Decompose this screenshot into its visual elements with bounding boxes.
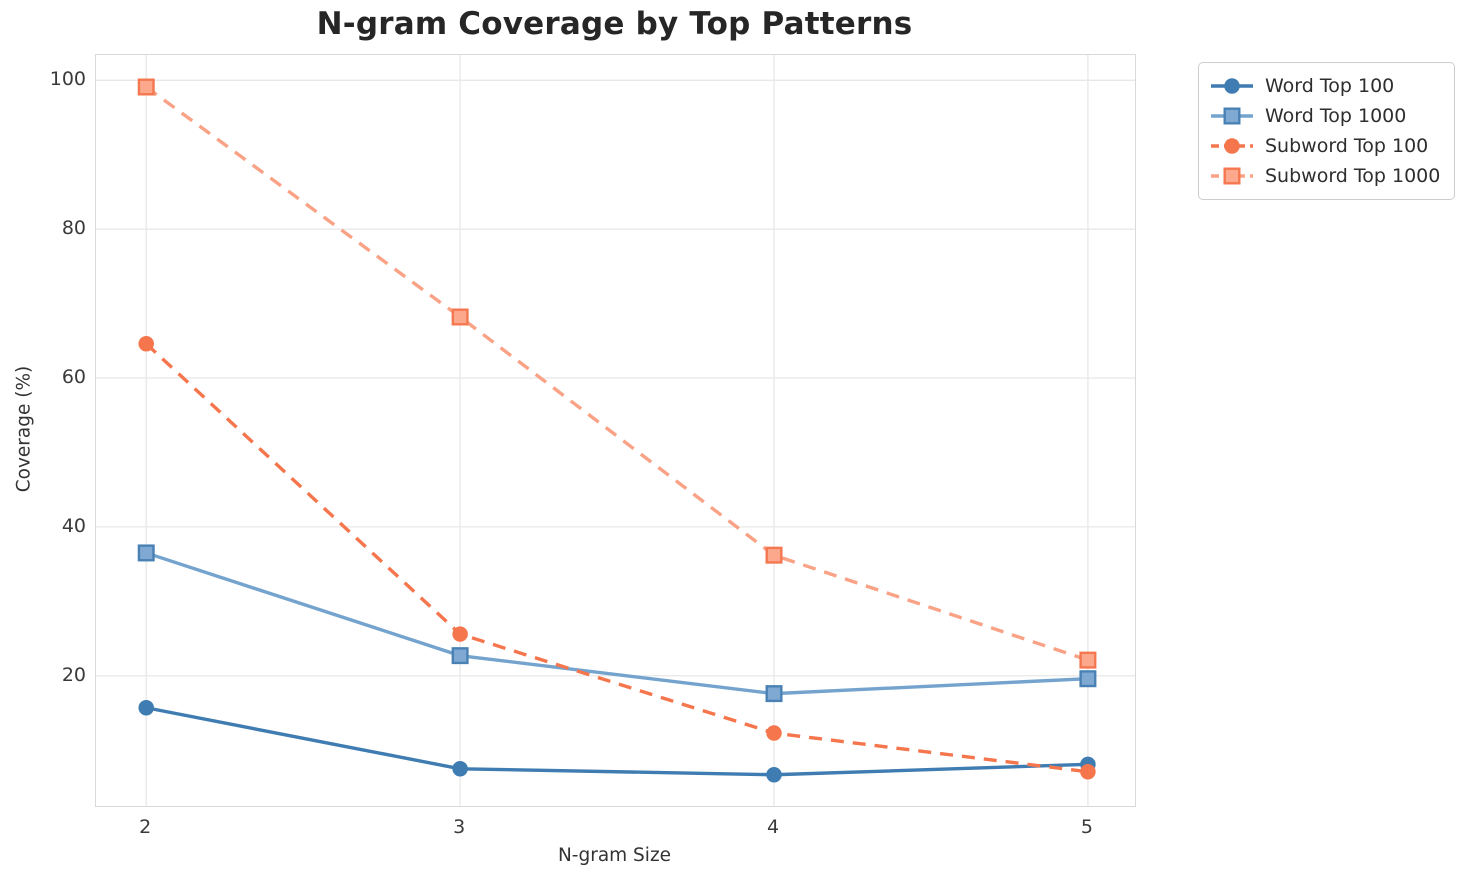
- y-tick-label: 100: [49, 68, 86, 91]
- marker-subword-top-1000: [1079, 651, 1097, 669]
- legend-label: Subword Top 1000: [1265, 165, 1441, 187]
- marker-word-top-100: [138, 700, 154, 716]
- marker-word-top-1000: [137, 544, 155, 562]
- y-tick-label: 80: [61, 217, 86, 240]
- chart-canvas: [96, 55, 1135, 806]
- legend-item-subword-top-1000: Subword Top 1000: [1210, 161, 1440, 191]
- legend-item-subword-top-100: Subword Top 100: [1210, 131, 1440, 161]
- marker-subword-top-100: [766, 725, 782, 741]
- series-line-word-top-1000: [145, 551, 1088, 696]
- legend-items: Word Top 100 Word Top 1000 Subword Top 100…: [1210, 71, 1440, 191]
- plot-area: [95, 54, 1136, 807]
- x-tick-label: 5: [1080, 816, 1093, 838]
- legend-marker-glyph: [1224, 78, 1240, 94]
- marker-subword-top-1000: [451, 308, 469, 326]
- marker-subword-top-100: [452, 626, 468, 642]
- y-tick-label: 60: [61, 366, 86, 389]
- legend: Word Top 100 Word Top 1000 Subword Top 100…: [1198, 62, 1456, 200]
- series-line-word-top-100: [145, 706, 1088, 777]
- legend-label: Word Top 1000: [1265, 105, 1407, 127]
- marker-subword-top-1000: [137, 78, 155, 96]
- legend-marker-glyph: [1224, 138, 1240, 154]
- x-axis-label: N-gram Size: [557, 845, 672, 866]
- series-line-subword-top-100: [145, 342, 1089, 774]
- x-tick-label: 4: [766, 816, 780, 838]
- legend-label: Word Top 100: [1265, 75, 1395, 97]
- y-axis-label: Coverage (%): [13, 365, 35, 493]
- y-tick-label: 20: [61, 663, 86, 686]
- marker-subword-top-100: [138, 336, 154, 352]
- chart-title: N-gram Coverage by Top Patterns: [316, 6, 913, 42]
- x-tick-label: 2: [139, 816, 152, 838]
- marker-subword-top-1000: [765, 546, 783, 564]
- marker-word-top-1000: [765, 685, 783, 703]
- marker-word-top-1000: [1079, 670, 1097, 688]
- series-line-subword-top-1000: [145, 85, 1089, 662]
- legend-label: Subword Top 100: [1265, 135, 1429, 157]
- marker-subword-top-100: [1080, 764, 1096, 780]
- marker-word-top-100: [766, 766, 782, 783]
- legend-marker-glyph: [1223, 107, 1241, 125]
- marker-word-top-100: [452, 761, 468, 777]
- legend-marker-glyph: [1223, 167, 1241, 185]
- legend-item-word-top-1000: Word Top 1000: [1210, 101, 1440, 131]
- legend-circle-marker-icon: [1211, 78, 1253, 94]
- legend-circle-marker-icon: [1211, 138, 1253, 154]
- marker-word-top-1000: [451, 647, 469, 665]
- legend-item-word-top-100: Word Top 100: [1210, 71, 1440, 101]
- legend-square-marker-icon: [1211, 107, 1253, 125]
- y-tick-label: 40: [61, 514, 86, 537]
- x-tick-label: 3: [453, 816, 466, 838]
- legend-square-marker-icon: [1211, 167, 1253, 185]
